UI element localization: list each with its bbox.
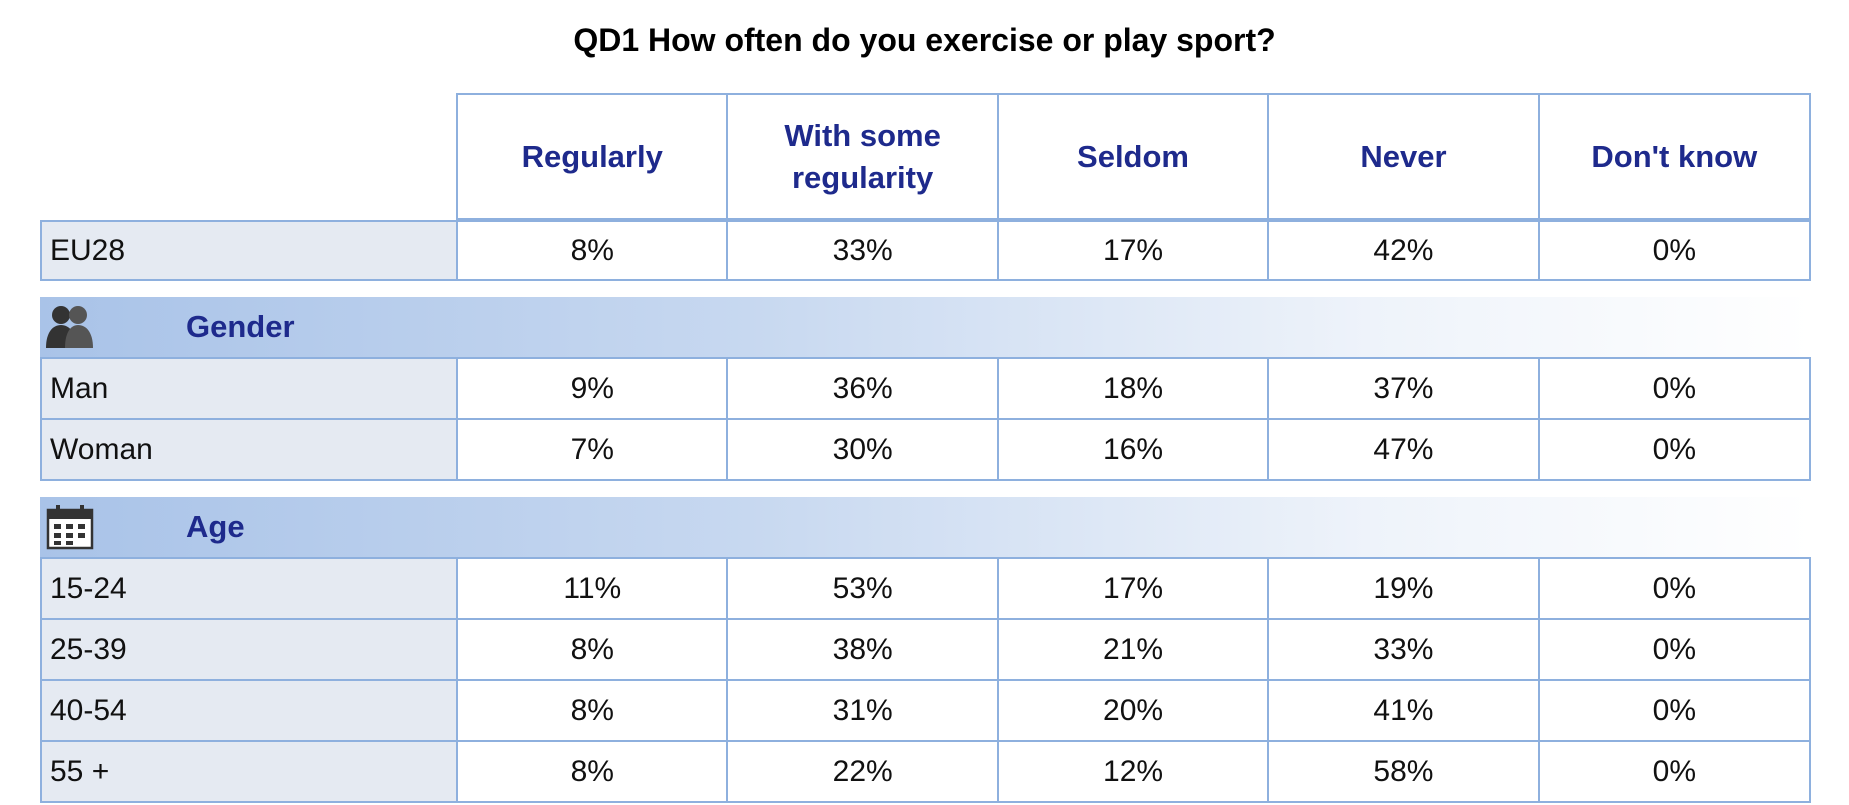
cell-value: 0%	[1539, 742, 1812, 803]
cell-value: 37%	[1269, 359, 1540, 420]
cell-value: 20%	[998, 681, 1270, 742]
cell-value: 0%	[1539, 620, 1812, 681]
col-header-seldom: Seldom	[998, 93, 1270, 220]
table-row-15-24: 15-24 11% 53% 17% 19% 0%	[40, 559, 1812, 620]
cell-value: 0%	[1539, 359, 1812, 420]
cell-value: 0%	[1539, 220, 1812, 281]
cell-value: 8%	[458, 681, 729, 742]
cell-value: 0%	[1539, 559, 1812, 620]
cell-value: 19%	[1269, 559, 1540, 620]
cell-value: 31%	[728, 681, 999, 742]
table-title: QD1 How often do you exercise or play sp…	[573, 22, 1276, 58]
row-label: 40-54	[40, 681, 459, 742]
header-corner	[40, 93, 458, 220]
table-row-40-54: 40-54 8% 31% 20% 41% 0%	[40, 681, 1812, 742]
cell-value: 47%	[1269, 420, 1540, 481]
cell-value: 8%	[458, 220, 729, 281]
col-header-with-some-regularity: With some regularity	[728, 93, 999, 220]
cell-value: 38%	[728, 620, 999, 681]
section-label: Gender	[186, 309, 295, 344]
cell-value: 18%	[998, 359, 1270, 420]
table-row-woman: Woman 7% 30% 16% 47% 0%	[40, 420, 1812, 481]
header-row: Regularly With some regularity Seldom Nev…	[40, 93, 1812, 220]
cell-value: 17%	[998, 220, 1270, 281]
section-header-gender: Gender	[40, 297, 1811, 359]
row-label: EU28	[40, 220, 459, 281]
section-header-age: Age	[40, 497, 1811, 559]
cell-value: 36%	[728, 359, 999, 420]
results-table: Regularly With some regularity Seldom Nev…	[40, 93, 1812, 803]
cell-value: 11%	[458, 559, 729, 620]
section-label: Age	[186, 509, 245, 544]
cell-value: 33%	[1269, 620, 1540, 681]
row-label: 55 +	[40, 742, 459, 803]
col-header-dont-know: Don't know	[1539, 93, 1812, 220]
cell-value: 0%	[1539, 420, 1812, 481]
cell-value: 17%	[998, 559, 1270, 620]
table-row-25-39: 25-39 8% 38% 21% 33% 0%	[40, 620, 1812, 681]
col-header-regularly: Regularly	[458, 93, 729, 220]
calendar-icon	[42, 502, 98, 552]
cell-value: 22%	[728, 742, 999, 803]
table-row-eu28: EU28 8% 33% 17% 42% 0%	[40, 220, 1812, 281]
row-label: Woman	[40, 420, 459, 481]
cell-value: 12%	[998, 742, 1270, 803]
cell-value: 7%	[458, 420, 729, 481]
people-icon	[42, 302, 98, 352]
table-row-man: Man 9% 36% 18% 37% 0%	[40, 359, 1812, 420]
cell-value: 16%	[998, 420, 1270, 481]
col-header-never: Never	[1269, 93, 1540, 220]
cell-value: 53%	[728, 559, 999, 620]
row-label: 15-24	[40, 559, 459, 620]
cell-value: 9%	[458, 359, 729, 420]
cell-value: 21%	[998, 620, 1270, 681]
cell-value: 30%	[728, 420, 999, 481]
cell-value: 8%	[458, 742, 729, 803]
row-label: Man	[40, 359, 459, 420]
cell-value: 58%	[1269, 742, 1540, 803]
row-label: 25-39	[40, 620, 459, 681]
cell-value: 33%	[728, 220, 999, 281]
cell-value: 42%	[1269, 220, 1540, 281]
cell-value: 8%	[458, 620, 729, 681]
table-row-55-plus: 55 + 8% 22% 12% 58% 0%	[40, 742, 1812, 803]
cell-value: 41%	[1269, 681, 1540, 742]
cell-value: 0%	[1539, 681, 1812, 742]
